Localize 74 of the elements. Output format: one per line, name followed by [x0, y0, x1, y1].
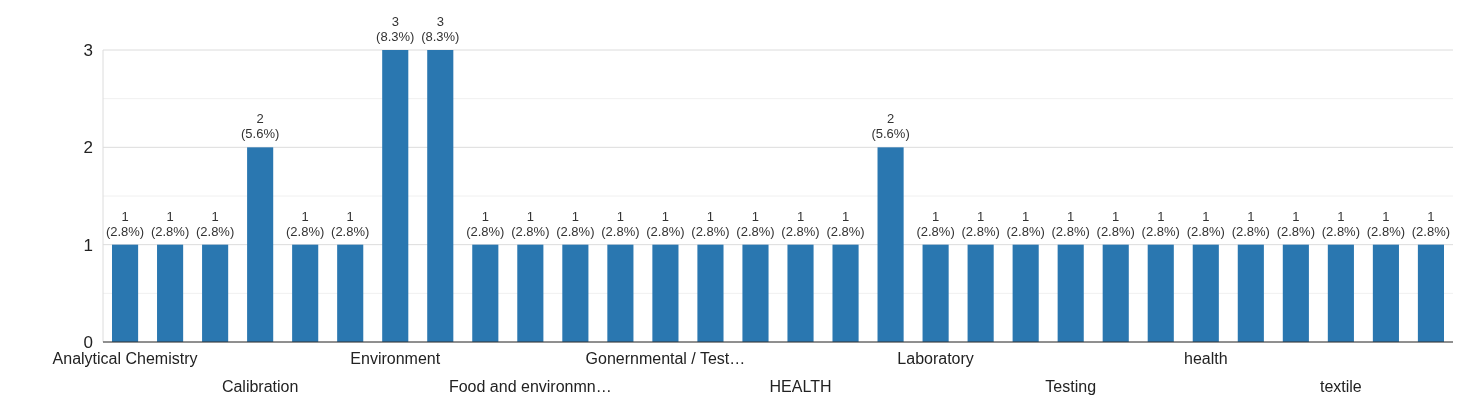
data-label: 1 (2.8%)	[736, 208, 775, 239]
data-label: 2 (5.6%)	[241, 111, 280, 142]
x-tick-label: Calibration	[221, 378, 299, 395]
data-label: 1 (2.8%)	[1141, 208, 1180, 239]
bar	[877, 147, 904, 342]
data-label: 2 (5.6%)	[871, 111, 910, 142]
data-label: 1 (2.8%)	[511, 208, 550, 239]
y-tick-label: 2	[83, 138, 93, 158]
bar	[742, 244, 769, 342]
data-label: 1 (2.8%)	[1006, 208, 1045, 239]
y-tick-label: 1	[83, 235, 93, 255]
bar	[382, 50, 409, 342]
x-tick-label: Testing	[1045, 378, 1097, 395]
bar	[1012, 244, 1039, 342]
data-label: 1 (2.8%)	[556, 208, 595, 239]
data-label: 1 (2.8%)	[466, 208, 505, 239]
data-label: 1 (2.8%)	[1051, 208, 1090, 239]
data-label: 1 (2.8%)	[916, 208, 955, 239]
data-label: 3 (8.3%)	[421, 14, 460, 44]
bar	[1282, 244, 1309, 342]
data-label: 3 (8.3%)	[376, 14, 415, 44]
bar	[1417, 244, 1444, 342]
y-tick-label: 3	[83, 40, 93, 60]
bar	[967, 244, 994, 342]
bar	[652, 244, 679, 342]
bar	[1192, 244, 1219, 342]
data-label: 1 (2.8%)	[691, 208, 730, 239]
data-label: 1 (2.8%)	[646, 208, 685, 239]
data-label: 1 (2.8%)	[150, 208, 190, 239]
data-label: 1 (2.8%)	[826, 208, 865, 239]
x-tick-label: textile	[1319, 378, 1362, 395]
data-label: 1 (2.8%)	[1186, 208, 1225, 239]
bar	[472, 244, 499, 342]
bar	[1102, 244, 1129, 342]
bar	[1147, 244, 1174, 342]
bar	[337, 244, 364, 342]
bar	[202, 244, 229, 342]
bar	[247, 147, 274, 342]
bar	[607, 244, 634, 342]
bar	[922, 244, 949, 342]
bar	[292, 244, 319, 342]
data-label: 1 (2.8%)	[195, 208, 235, 239]
bar	[112, 244, 139, 342]
data-label: 1 (2.8%)	[1321, 208, 1361, 239]
bar	[517, 244, 544, 342]
bar	[562, 244, 589, 342]
x-tick-label: Gonernmental / Test…	[585, 350, 746, 367]
bar	[832, 244, 859, 342]
data-label: 1 (2.8%)	[1276, 208, 1315, 239]
y-tick-label: 0	[83, 332, 93, 352]
x-tick-label: HEALTH	[769, 378, 832, 395]
bar	[697, 244, 724, 342]
data-label: 1 (2.8%)	[961, 208, 1000, 239]
data-label: 1 (2.8%)	[1411, 208, 1451, 239]
data-label: 1 (2.8%)	[1096, 208, 1135, 239]
data-label: 1 (2.8%)	[1231, 208, 1270, 239]
data-label: 1 (2.8%)	[601, 208, 640, 239]
data-label: 1 (2.8%)	[1366, 208, 1406, 239]
bar	[1237, 244, 1264, 342]
bar	[1372, 244, 1399, 342]
x-tick-label: Analytical Chemistry	[52, 350, 198, 367]
bar	[1327, 244, 1354, 342]
x-tick-label: Laboratory	[897, 350, 974, 367]
x-tick-label: Food and environmn…	[448, 378, 612, 395]
x-tick-label: Environment	[350, 350, 441, 367]
data-label: 1 (2.8%)	[286, 208, 325, 239]
bar	[1057, 244, 1084, 342]
data-label: 1 (2.8%)	[331, 208, 370, 239]
bar	[787, 244, 814, 342]
data-label: 1 (2.8%)	[105, 208, 145, 239]
bar	[427, 50, 454, 342]
bar	[157, 244, 184, 342]
x-tick-label: health	[1183, 350, 1228, 367]
data-label: 1 (2.8%)	[781, 208, 820, 239]
